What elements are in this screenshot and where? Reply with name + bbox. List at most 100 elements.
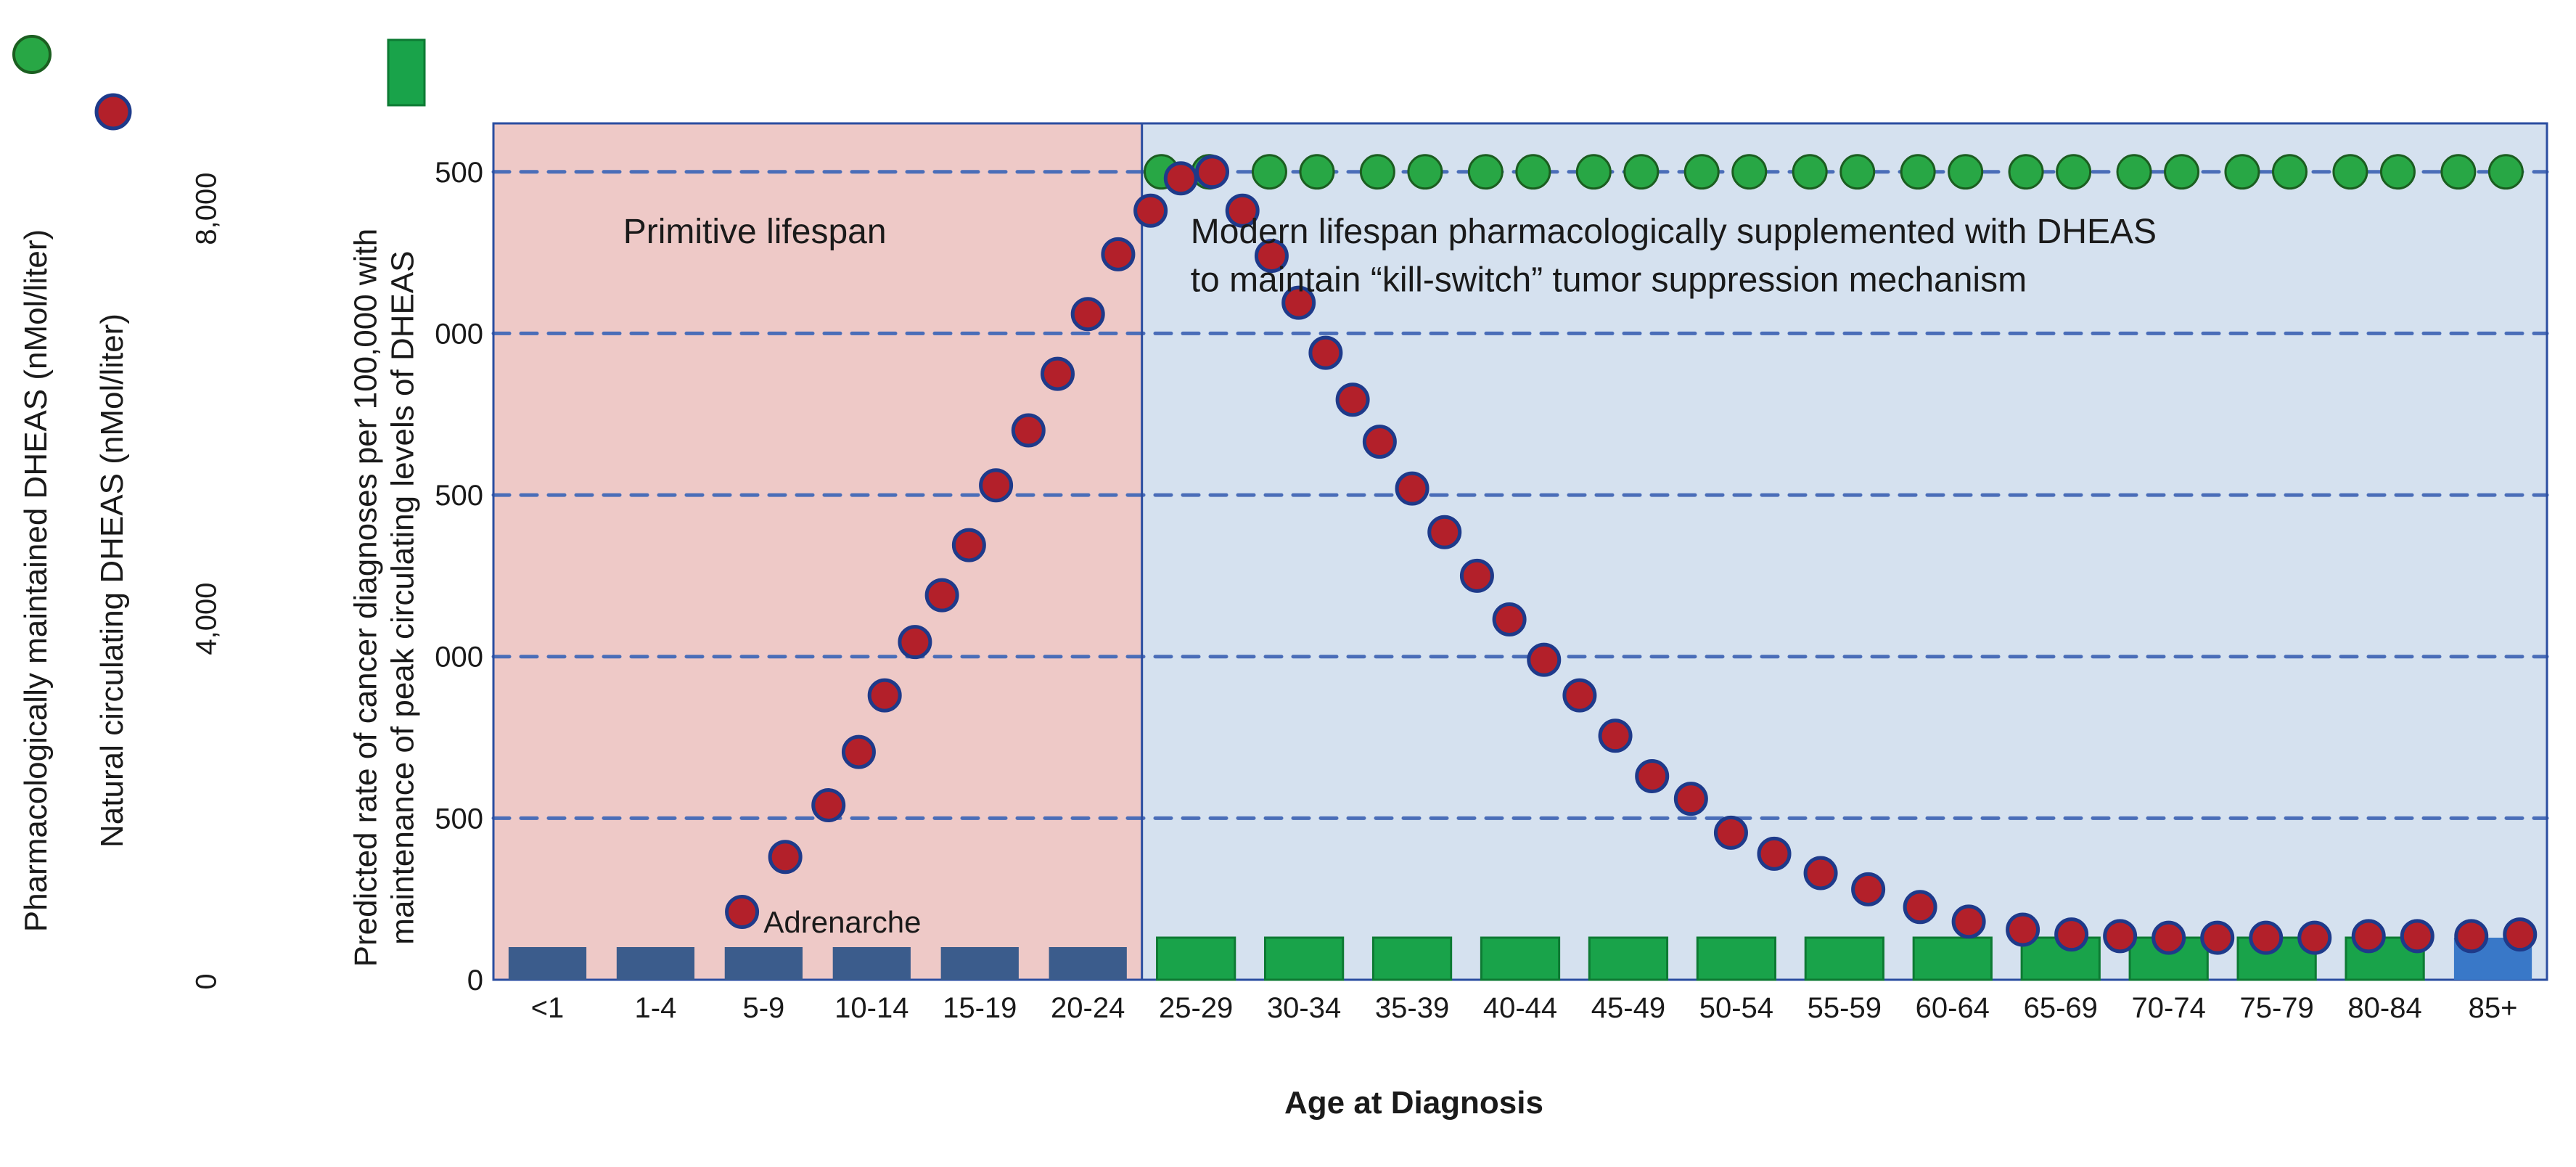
green-point bbox=[1793, 155, 1826, 189]
bar bbox=[1913, 938, 1991, 980]
red-point bbox=[1043, 359, 1073, 389]
green-point bbox=[1733, 155, 1766, 189]
red-point bbox=[2202, 922, 2233, 953]
x-tick-label: 80-84 bbox=[2347, 992, 2421, 1024]
green-point bbox=[1252, 155, 1286, 189]
main-chart: 05001000150020002500<11-45-910-1415-1920… bbox=[435, 109, 2569, 1125]
red-point bbox=[2008, 914, 2038, 945]
x-tick-label: 75-79 bbox=[2239, 992, 2313, 1024]
legend-green-bar-icon bbox=[385, 36, 428, 109]
dheas-tick-4000: 4,000 bbox=[191, 576, 223, 663]
chart-page: Pharmacologically maintained DHEAS (nMol… bbox=[0, 0, 2576, 1167]
x-tick-label: 1-4 bbox=[635, 992, 677, 1024]
y-tick-label: 2000 bbox=[435, 318, 483, 350]
x-axis-title: Age at Diagnosis bbox=[1284, 1085, 1543, 1121]
x-tick-label: 55-59 bbox=[1808, 992, 1882, 1024]
green-point bbox=[2381, 155, 2414, 189]
y-tick-label: 500 bbox=[435, 803, 483, 835]
red-point bbox=[1759, 838, 1789, 869]
green-point bbox=[1625, 155, 1658, 189]
annotation-modern_l2: to maintain “kill-switch” tumor suppress… bbox=[1191, 261, 2027, 300]
bar bbox=[1373, 938, 1451, 980]
x-tick-label: 10-14 bbox=[834, 992, 908, 1024]
bar bbox=[509, 947, 586, 980]
x-tick-label: 65-69 bbox=[2024, 992, 2098, 1024]
green-point bbox=[2117, 155, 2151, 189]
red-point bbox=[1637, 761, 1668, 791]
red-point bbox=[727, 896, 758, 927]
red-point bbox=[1529, 644, 1559, 675]
red-point bbox=[1805, 858, 1836, 888]
bar bbox=[1157, 938, 1235, 980]
x-tick-label: 45-49 bbox=[1591, 992, 1665, 1024]
green-point bbox=[1517, 155, 1550, 189]
x-tick-label: 25-29 bbox=[1159, 992, 1233, 1024]
red-point bbox=[1564, 680, 1595, 711]
red-point bbox=[1136, 195, 1166, 226]
bar bbox=[1697, 938, 1775, 980]
x-tick-label: 40-44 bbox=[1483, 992, 1557, 1024]
red-point bbox=[1600, 721, 1630, 751]
green-point bbox=[2489, 155, 2522, 189]
red-point bbox=[1337, 385, 1368, 415]
red-point bbox=[2300, 922, 2330, 953]
red-point bbox=[2402, 921, 2432, 951]
red-point bbox=[981, 470, 1012, 501]
x-tick-label: 85+ bbox=[2469, 992, 2518, 1024]
x-tick-label: 20-24 bbox=[1051, 992, 1125, 1024]
bar bbox=[725, 947, 803, 980]
red-point bbox=[927, 580, 957, 610]
bar bbox=[1049, 947, 1127, 980]
red-point bbox=[2105, 921, 2136, 951]
green-point bbox=[1901, 155, 1935, 189]
green-point bbox=[1408, 155, 1442, 189]
green-point bbox=[1685, 155, 1718, 189]
red-point bbox=[1397, 473, 1427, 504]
y-label-pharm-dheas: Pharmacologically maintained DHEAS (nMol… bbox=[18, 160, 54, 1002]
green-point bbox=[2226, 155, 2259, 189]
bar bbox=[1805, 938, 1883, 980]
red-point bbox=[1494, 605, 1525, 635]
red-point bbox=[1310, 337, 1341, 368]
green-point bbox=[2334, 155, 2367, 189]
green-point bbox=[1841, 155, 1874, 189]
y-label-predicted-rate: Predicted rate of cancer diagnoses per 1… bbox=[348, 163, 421, 1033]
green-point bbox=[1361, 155, 1394, 189]
red-point bbox=[953, 530, 984, 560]
x-tick-label: 35-39 bbox=[1375, 992, 1449, 1024]
legend-red-circle-icon bbox=[93, 91, 134, 132]
annotation-adrenarche: Adrenarche bbox=[763, 905, 921, 939]
red-point bbox=[1715, 817, 1746, 848]
red-point bbox=[1165, 163, 1196, 194]
y-tick-label: 2500 bbox=[435, 157, 483, 189]
bar bbox=[1265, 938, 1342, 980]
green-point bbox=[1469, 155, 1502, 189]
green-point bbox=[2273, 155, 2307, 189]
bar bbox=[833, 947, 911, 980]
red-point bbox=[1853, 874, 1884, 904]
red-point bbox=[843, 737, 874, 767]
annotation-primitive: Primitive lifespan bbox=[623, 213, 887, 251]
red-point bbox=[770, 842, 800, 872]
x-tick-label: 30-34 bbox=[1267, 992, 1341, 1024]
red-point bbox=[869, 680, 900, 711]
red-point bbox=[1013, 415, 1043, 446]
red-point bbox=[2456, 921, 2487, 951]
red-point bbox=[900, 627, 930, 658]
bar bbox=[1589, 938, 1667, 980]
y-tick-label: 1500 bbox=[435, 480, 483, 512]
green-point bbox=[2057, 155, 2091, 189]
x-tick-label: <1 bbox=[531, 992, 565, 1024]
red-point bbox=[1953, 906, 1984, 937]
dheas-tick-8000: 8,000 bbox=[191, 165, 223, 253]
green-point bbox=[2009, 155, 2043, 189]
red-point bbox=[2154, 922, 2184, 953]
y-tick-label: 1000 bbox=[435, 642, 483, 673]
red-point bbox=[2505, 920, 2535, 950]
red-point bbox=[1905, 892, 1935, 922]
legend-green-circle-icon bbox=[10, 33, 54, 76]
red-point bbox=[1675, 784, 1706, 814]
bar bbox=[941, 947, 1019, 980]
red-point bbox=[2353, 921, 2384, 951]
green-point bbox=[2165, 155, 2199, 189]
